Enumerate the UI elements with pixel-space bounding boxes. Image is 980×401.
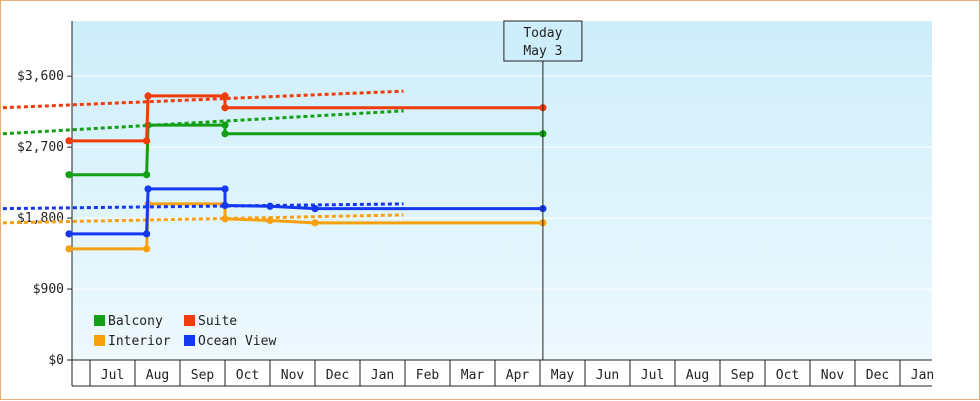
legend-label-suite[interactable]: Suite: [198, 314, 237, 329]
x-tick-label: May: [551, 368, 575, 383]
data-point[interactable]: [143, 245, 151, 253]
x-tick-label: Sep: [731, 368, 755, 383]
today-label: Today: [523, 26, 562, 41]
today-marker: Today May 3: [503, 20, 583, 360]
series-suite: [2, 89, 547, 145]
data-point[interactable]: [65, 137, 73, 145]
data-point[interactable]: [221, 104, 229, 112]
x-tick-label: Jan: [911, 368, 934, 383]
data-point[interactable]: [65, 230, 73, 238]
data-point[interactable]: [266, 216, 274, 225]
data-point[interactable]: [143, 137, 151, 145]
x-tick-label: Dec: [326, 368, 349, 383]
series-line-balcony: [69, 123, 543, 177]
data-point[interactable]: [143, 171, 151, 179]
series-line-ocean-view: [69, 187, 543, 236]
series-line-suite: [69, 94, 543, 143]
y-tick-label: $3,600: [17, 69, 64, 84]
series-ocean-view: [2, 185, 547, 238]
data-point[interactable]: [221, 201, 229, 210]
x-tick-label: Oct: [236, 368, 259, 383]
data-point[interactable]: [144, 92, 152, 100]
data-point[interactable]: [221, 92, 229, 100]
x-tick-label: Aug: [146, 368, 169, 383]
forecast-line-suite: [2, 89, 404, 110]
legend-swatch-ocean-view: [184, 335, 195, 346]
x-tick-label: Aug: [686, 368, 709, 383]
plot-background: [72, 21, 932, 360]
today-box: [503, 20, 583, 62]
x-tick-label: Jan: [371, 368, 394, 383]
data-point[interactable]: [311, 219, 319, 227]
legend-label-balcony[interactable]: Balcony: [108, 314, 163, 329]
forecast-line-balcony: [2, 109, 404, 136]
x-tick-label: Nov: [821, 368, 845, 383]
data-point[interactable]: [311, 205, 319, 213]
data-point[interactable]: [221, 121, 229, 129]
data-point[interactable]: [221, 215, 229, 223]
y-axis: $0$900$1,800$2,700$3,600: [17, 69, 72, 368]
x-tick-label: Jul: [101, 368, 124, 383]
y-tick-label: $900: [33, 282, 64, 297]
data-point[interactable]: [144, 185, 152, 193]
today-date: May 3: [523, 44, 562, 59]
data-point[interactable]: [221, 130, 229, 138]
x-tick-label: Apr: [506, 368, 530, 383]
legend-swatch-interior: [94, 335, 105, 346]
x-tick-label: Dec: [866, 368, 889, 383]
data-point[interactable]: [221, 185, 229, 193]
forecast-line-ocean-view: [2, 202, 404, 211]
x-axis: Jul Aug Sep Oct Nov Dec Jan Feb Mar Apr May Jun Jul A…: [89, 360, 934, 386]
data-point[interactable]: [266, 202, 274, 210]
legend-swatch-balcony: [94, 315, 105, 326]
data-point[interactable]: [143, 230, 151, 238]
y-tick-label: $2,700: [17, 140, 64, 155]
axes: [71, 21, 932, 387]
x-tick-label: Mar: [461, 368, 485, 383]
x-tick-label: Nov: [281, 368, 305, 383]
series-layer: [2, 89, 547, 253]
x-tick-label: Jul: [641, 368, 664, 383]
x-tick-label: Feb: [416, 368, 440, 383]
y-tick-label: $0: [48, 353, 64, 368]
x-tick-label: Oct: [776, 368, 799, 383]
data-point[interactable]: [65, 171, 73, 179]
legend: Balcony Suite Interior Ocean View: [94, 314, 276, 349]
x-tick-label: Sep: [191, 368, 215, 383]
forecast-line-interior: [2, 213, 404, 225]
legend-label-ocean-view[interactable]: Ocean View: [198, 334, 276, 349]
series-line-interior: [69, 202, 543, 251]
x-tick-label: Jun: [596, 368, 619, 383]
legend-swatch-suite: [184, 315, 195, 326]
legend-label-interior[interactable]: Interior: [108, 334, 171, 349]
data-point[interactable]: [65, 245, 73, 253]
